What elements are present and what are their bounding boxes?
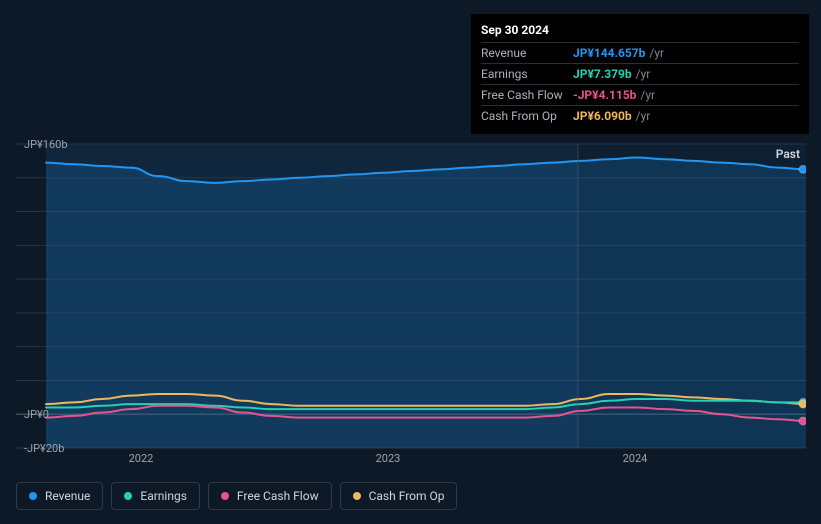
tooltip-unit: /yr xyxy=(649,46,664,60)
tooltip-unit: /yr xyxy=(640,88,655,102)
tooltip-row: EarningsJP¥7.379b /yr xyxy=(481,63,799,84)
legend-dot-icon xyxy=(221,492,229,500)
x-axis-label: 2024 xyxy=(623,452,648,465)
x-axis-label: 2022 xyxy=(129,452,154,465)
y-axis-label: JP¥0 xyxy=(24,408,49,421)
tooltip-unit: /yr xyxy=(636,67,651,81)
legend-label: Revenue xyxy=(45,489,90,503)
legend-item[interactable]: Revenue xyxy=(16,482,103,510)
legend-label: Cash From Op xyxy=(369,489,445,503)
tooltip-label: Cash From Op xyxy=(481,109,573,123)
tooltip-value: JP¥7.379b xyxy=(573,67,632,81)
tooltip-label: Earnings xyxy=(481,67,573,81)
tooltip-row: RevenueJP¥144.657b /yr xyxy=(481,42,799,63)
series-end-marker xyxy=(799,400,806,408)
legend-label: Free Cash Flow xyxy=(237,489,319,503)
tooltip-label: Free Cash Flow xyxy=(481,88,573,102)
tooltip-value: JP¥144.657b xyxy=(573,46,645,60)
legend-dot-icon xyxy=(124,492,132,500)
tooltip-value: JP¥6.090b xyxy=(573,109,632,123)
legend-dot-icon xyxy=(29,492,37,500)
legend-item[interactable]: Free Cash Flow xyxy=(208,482,332,510)
tooltip-value: -JP¥4.115b xyxy=(573,88,636,102)
series-end-marker xyxy=(799,417,806,425)
tooltip-row: Cash From OpJP¥6.090b /yr xyxy=(481,105,799,126)
legend-item[interactable]: Cash From Op xyxy=(340,482,458,510)
y-axis-label: JP¥160b xyxy=(24,138,68,151)
legend-dot-icon xyxy=(353,492,361,500)
tooltip-label: Revenue xyxy=(481,46,573,60)
legend-item[interactable]: Earnings xyxy=(111,482,200,510)
marker-label: Past xyxy=(776,147,800,161)
series-end-marker xyxy=(799,165,806,173)
tooltip-row: Free Cash Flow-JP¥4.115b /yr xyxy=(481,84,799,105)
x-axis-label: 2023 xyxy=(376,452,401,465)
tooltip-unit: /yr xyxy=(636,109,651,123)
y-axis-label: -JP¥20b xyxy=(24,442,64,455)
chart-legend: Revenue Earnings Free Cash Flow Cash From O… xyxy=(16,482,457,510)
legend-label: Earnings xyxy=(140,489,187,503)
chart-tooltip: Sep 30 2024 RevenueJP¥144.657b /yrEarnin… xyxy=(471,14,809,134)
tooltip-date: Sep 30 2024 xyxy=(481,20,799,42)
